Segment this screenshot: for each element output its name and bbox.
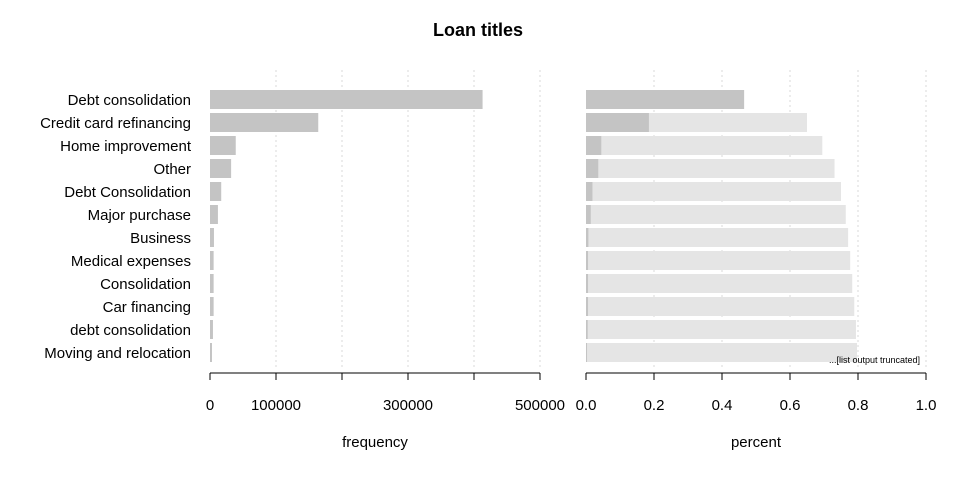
x-tick-label: 500000: [515, 397, 565, 414]
bar: [210, 113, 319, 132]
bar: [210, 90, 483, 109]
cumulative-bar: [586, 343, 857, 362]
percent-panel: 0.0 0.2 0.4 0.6 0.8 1.0: [576, 70, 937, 414]
bar: [210, 228, 214, 247]
cumulative-bar: [586, 136, 823, 155]
bar: [586, 228, 589, 247]
x-tick-label: 300000: [383, 397, 433, 414]
bar: [210, 297, 214, 316]
cumulative-bar: [586, 274, 853, 293]
bar: [586, 182, 593, 201]
bar: [586, 159, 599, 178]
category-label: Moving and relocation: [44, 345, 191, 362]
bar: [586, 343, 588, 362]
category-label: Other: [153, 161, 191, 178]
cumulative-bar: [586, 205, 846, 224]
percent-axis-label: percent: [731, 434, 782, 451]
category-label: Consolidation: [100, 276, 191, 293]
bar: [586, 251, 589, 270]
bar: [586, 320, 588, 339]
category-label: debt consolidation: [70, 322, 191, 339]
category-label: Major purchase: [88, 207, 191, 224]
bar: [210, 320, 213, 339]
bar: [586, 113, 649, 132]
bar: [210, 251, 214, 270]
category-label: Medical expenses: [71, 253, 191, 270]
category-label: Debt Consolidation: [64, 184, 191, 201]
chart-title: Loan titles: [433, 20, 523, 40]
category-label: Business: [130, 230, 191, 247]
bar: [586, 297, 589, 316]
truncation-annotation: ...[list output truncated]: [829, 355, 920, 365]
bar: [586, 90, 745, 109]
x-tick-label: 0.0: [576, 397, 597, 414]
bar: [210, 159, 232, 178]
x-tick-label: 0.4: [712, 397, 733, 414]
bar: [210, 343, 212, 362]
cumulative-bar: [586, 297, 855, 316]
cumulative-bar: [586, 159, 835, 178]
x-tick-label: 0: [206, 397, 214, 414]
x-tick-label: 0.2: [644, 397, 665, 414]
x-tick-label: 0.8: [848, 397, 869, 414]
category-label: Home improvement: [60, 138, 192, 155]
category-label: Credit card refinancing: [40, 115, 191, 132]
cumulative-bar: [586, 182, 841, 201]
frequency-panel: 0 100000 300000 500000: [206, 70, 565, 414]
bar: [210, 136, 236, 155]
cumulative-bar: [586, 228, 849, 247]
frequency-axis-label: frequency: [342, 434, 408, 451]
bar: [586, 136, 602, 155]
x-tick-label: 0.6: [780, 397, 801, 414]
bar: [210, 205, 218, 224]
cumulative-bar: [586, 320, 856, 339]
bar: [210, 274, 214, 293]
category-labels: Debt consolidation Credit card refinancin…: [40, 92, 192, 362]
category-label: Car financing: [103, 299, 191, 316]
bar: [586, 274, 589, 293]
bar: [210, 182, 222, 201]
cumulative-bar: [586, 251, 851, 270]
x-tick-label: 1.0: [916, 397, 937, 414]
category-label: Debt consolidation: [68, 92, 191, 109]
x-tick-label: 100000: [251, 397, 301, 414]
bar: [586, 205, 591, 224]
